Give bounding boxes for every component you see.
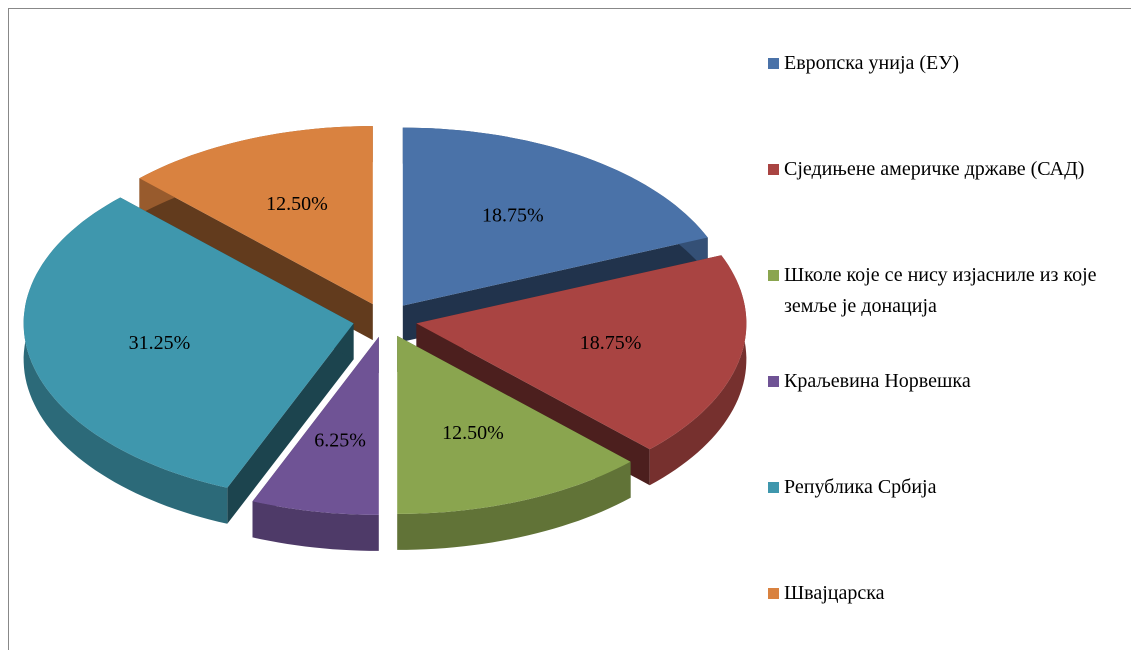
legend-label: Школе које се нису изјасниле из које зем… — [784, 264, 1097, 317]
slice-wall — [227, 323, 354, 524]
legend-swatch — [768, 588, 779, 599]
slice — [23, 197, 354, 524]
legend-item: Школе које се нису изјасниле из које зем… — [768, 260, 1123, 322]
slice — [397, 335, 631, 514]
legend-swatch — [768, 164, 779, 175]
slice — [139, 126, 373, 341]
slice — [139, 126, 373, 305]
legend-swatch — [768, 58, 779, 69]
slice — [402, 127, 708, 306]
legend-label: Европска унија (ЕУ) — [784, 52, 960, 74]
legend-item: Република Србија — [768, 472, 1123, 503]
slice-rim — [23, 197, 228, 524]
legend-label: Швајцарска — [784, 582, 885, 604]
data-label: 12.50% — [442, 422, 504, 444]
chart-frame — [8, 8, 1131, 650]
slice — [397, 335, 631, 550]
data-label: 12.50% — [266, 193, 328, 215]
legend-label: Сједињене америчке државе (САД) — [784, 158, 1085, 180]
data-label: 18.75% — [482, 204, 544, 226]
legend-item: Сједињене америчке државе (САД) — [768, 154, 1123, 185]
slice-rim — [649, 255, 747, 486]
legend-label: Краљевина Норвешка — [784, 370, 971, 392]
legend-swatch — [768, 482, 779, 493]
slice — [252, 336, 379, 551]
slice-rim — [252, 501, 379, 551]
legend-swatch — [768, 270, 779, 281]
slice — [252, 336, 379, 515]
legend-swatch — [768, 376, 779, 387]
slice — [416, 255, 747, 450]
chart: 18.75% 18.75% 12.50% 6.25% 31.25% 12.50% — [23, 126, 747, 551]
data-label: 6.25% — [314, 429, 366, 451]
slice — [23, 197, 354, 488]
legend-label: Република Србија — [784, 476, 937, 498]
slice-wall — [139, 178, 373, 341]
legend-item: Европска унија (ЕУ) — [768, 48, 1123, 79]
legend-item: Краљевина Норвешка — [768, 366, 1123, 397]
legend-item: Швајцарска — [768, 578, 1123, 609]
data-label: 18.75% — [580, 332, 642, 354]
data-label: 31.25% — [129, 332, 191, 354]
slice-rim — [397, 461, 631, 550]
